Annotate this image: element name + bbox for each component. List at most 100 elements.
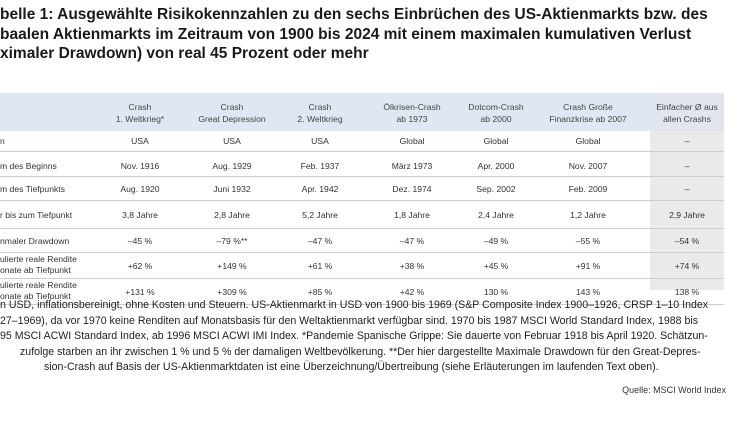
row-label-line: onate ab Tiefpunkt [0, 265, 71, 275]
table-cell: +149 % [217, 260, 247, 271]
table-cell: Feb. 1937 [300, 161, 340, 171]
row-label: m des Beginns [0, 161, 57, 172]
table-cell: 143 % [575, 286, 601, 297]
table-header-background [0, 93, 724, 131]
table-cell: USA [223, 135, 241, 146]
table-cell: +62 % [127, 260, 153, 271]
column-header-line: Einfacher Ø aus [656, 102, 718, 112]
column-header-line: ab 2000 [480, 113, 512, 124]
footnote-line-3: 95 MSCI ACWI Standard Index, ab 1996 MSC… [0, 330, 708, 342]
table-cell: Aug. 1920 [120, 183, 160, 194]
table-cell: +38 % [399, 260, 425, 271]
table-cell: Apr. 1942 [301, 183, 339, 194]
row-label: r bis zum Tiefpunkt [0, 210, 72, 221]
table-cell: –45 % [127, 235, 153, 246]
table-cell: 1,2 Jahre [570, 209, 606, 220]
column-header-line: Crash [308, 102, 332, 112]
column-header: Crash 2. Weltkrieg [280, 102, 360, 125]
table-cell: Nov. 2007 [568, 161, 608, 171]
row-label: ulierte reale Rendite onate ab Tiefpunkt [0, 280, 77, 302]
row-divider [0, 228, 724, 229]
table-cell: 2,9 Jahre [669, 209, 705, 220]
column-header: Crash Great Depression [182, 102, 282, 125]
table-cell: –47 % [399, 235, 425, 246]
table-cell: –47 % [307, 235, 333, 246]
row-divider [0, 252, 724, 253]
row-label-line: r bis zum Tiefpunkt [0, 209, 73, 220]
column-header-line: Crash [220, 102, 244, 112]
table-title: belle 1: Ausgewählte Risikokennzahlen zu… [0, 5, 750, 64]
table-cell: 1,8 Jahre [394, 209, 430, 220]
column-header-line: Ölkrisen-Crash [383, 102, 441, 112]
table-cell: –79 %** [216, 235, 248, 246]
footnote-line-2: 27–1969), da vor 1970 keine Renditen auf… [0, 314, 699, 327]
title-line-2: baalen Aktienmarkts im Zeitraum von 1900… [0, 25, 692, 43]
row-label: m des Tiefpunkts [0, 184, 65, 195]
row-label-line: n [0, 135, 5, 146]
column-header-line: 2. Weltkrieg [297, 113, 343, 124]
table-cell: USA [311, 135, 329, 146]
column-header: Crash Große Finanzkrise ab 2007 [538, 102, 638, 125]
column-header: Dotcom-Crash ab 2000 [456, 102, 536, 125]
risk-metrics-table: Crash 1. Weltkrieg* Crash Great Depression C… [0, 93, 750, 305]
table-cell: 2,4 Jahre [478, 209, 514, 220]
table-cell: März 1973 [391, 161, 433, 171]
table-cell: Aug. 1929 [212, 161, 252, 171]
row-divider [0, 304, 724, 305]
column-header: Crash 1. Weltkrieg* [100, 102, 180, 125]
row-divider [0, 176, 724, 177]
table-cell: +131 % [125, 286, 155, 297]
table-cell: –54 % [674, 235, 700, 246]
table-cell: USA [131, 135, 149, 146]
table-cell: Feb. 2009 [568, 183, 608, 194]
column-header-line: allen Crashs [663, 113, 711, 124]
column-header-line: 1. Weltkrieg* [115, 113, 165, 124]
table-cell: 5,2 Jahre [302, 209, 338, 220]
column-header: Einfacher Ø aus allen Crashs [650, 102, 724, 125]
row-label: ulierte reale Rendite onate ab Tiefpunkt [0, 254, 77, 276]
table-cell: +309 % [217, 286, 247, 297]
row-label-line: onate ab Tiefpunkt [0, 291, 71, 301]
table-cell: – [684, 135, 690, 146]
table-cell: –49 % [483, 235, 509, 246]
row-label-line: ulierte reale Rendite [0, 280, 77, 290]
footnote-line-5: sion-Crash auf Basis der US-Aktienmarktd… [44, 361, 659, 373]
table-cell: Juni 1932 [213, 183, 251, 194]
table-cell: 138 % [674, 286, 700, 297]
column-header-line: Crash [128, 102, 152, 112]
table-cell: +91 % [575, 260, 601, 271]
table-cell: +74 % [674, 260, 700, 271]
column-header-line: Finanzkrise ab 2007 [549, 113, 627, 124]
row-divider [0, 200, 724, 201]
source-note: Quelle: MSCI World Index [622, 385, 726, 395]
column-header: Ölkrisen-Crash ab 1973 [367, 102, 457, 125]
table-cell: – [684, 183, 690, 194]
row-label-line: ulierte reale Rendite [0, 254, 77, 264]
table-cell: 130 % [483, 286, 509, 297]
footnotes: n USD, inflationsbereinigt, ohne Kosten … [0, 298, 726, 376]
table-cell: 2,8 Jahre [214, 209, 250, 220]
table-cell: +45 % [483, 260, 509, 271]
table-cell: – [684, 161, 690, 171]
row-label-line: nmaler Drawdown [0, 235, 70, 246]
row-divider [0, 151, 724, 152]
table-cell: Apr. 2000 [477, 161, 515, 171]
column-header-line: ab 1973 [396, 113, 428, 124]
row-label: nmaler Drawdown [0, 236, 69, 247]
table-cell: +61 % [307, 260, 333, 271]
row-divider [0, 278, 724, 279]
row-label: n [0, 136, 5, 147]
table-cell: +42 % [399, 286, 425, 297]
footnote-line-1: n USD, inflationsbereinigt, ohne Kosten … [0, 299, 709, 311]
column-header-line: Crash Große [563, 102, 613, 112]
row-label-line: m des Beginns [0, 161, 57, 171]
footnote-line-4: zufolge starben an ihr zwischen 1 % und … [20, 345, 701, 358]
table-cell: Global [575, 135, 601, 146]
table-cell: Sep. 2002 [476, 183, 516, 194]
average-column-header-background [650, 93, 724, 131]
title-line-1: belle 1: Ausgewählte Risikokennzahlen zu… [0, 6, 708, 23]
title-line-3: ximaler Drawdown) von real 45 Prozent od… [0, 45, 369, 62]
table-cell: Global [483, 135, 509, 146]
table-cell: Dez. 1974 [392, 183, 432, 194]
column-header-line: Dotcom-Crash [468, 102, 524, 112]
